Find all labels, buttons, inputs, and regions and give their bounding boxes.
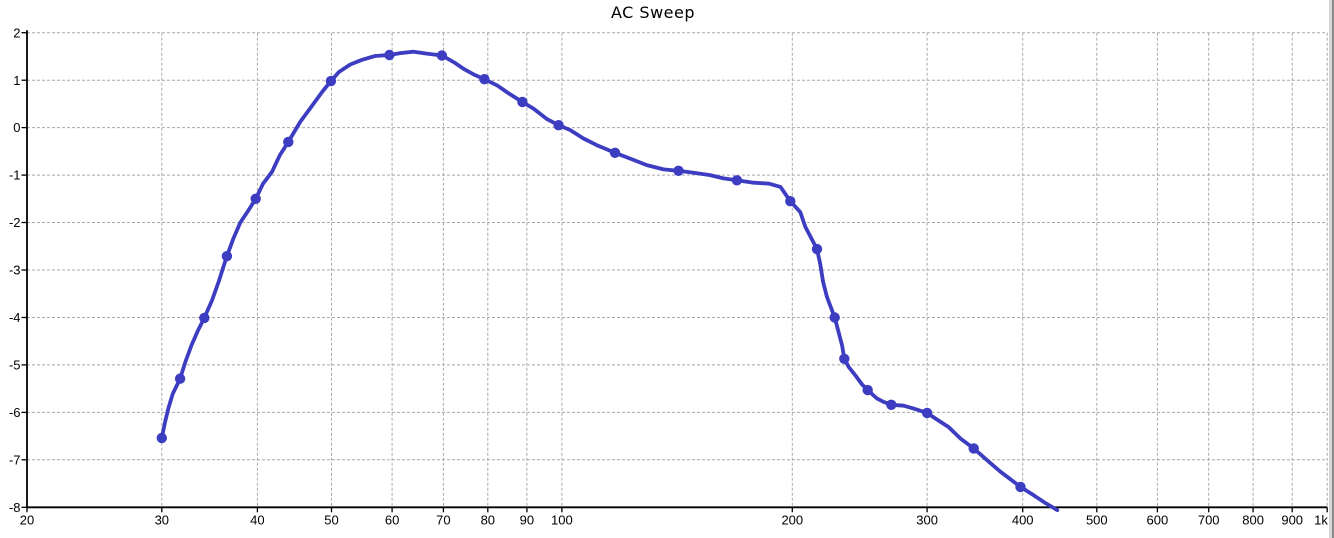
data-point-marker bbox=[731, 175, 743, 186]
x-tick-label: 60 bbox=[385, 512, 399, 527]
y-tick-label: -7 bbox=[9, 452, 21, 467]
data-point-marker bbox=[921, 407, 933, 419]
data-point-marker bbox=[156, 432, 167, 444]
window-right-border bbox=[1329, 0, 1334, 538]
y-tick-label: -8 bbox=[9, 500, 21, 515]
y-tick-label: 0 bbox=[13, 120, 20, 135]
data-point-marker bbox=[886, 399, 897, 410]
x-tick-label: 40 bbox=[250, 512, 264, 527]
x-tick-label: 600 bbox=[1147, 512, 1169, 527]
data-point-marker bbox=[785, 196, 796, 207]
y-tick-label: -3 bbox=[9, 263, 21, 278]
data-point-marker bbox=[283, 136, 294, 148]
data-point-marker bbox=[479, 74, 490, 85]
x-tick-label: 700 bbox=[1198, 512, 1220, 527]
x-tick-label: 900 bbox=[1281, 512, 1303, 527]
x-tick-label: 70 bbox=[436, 512, 450, 527]
data-point-marker bbox=[199, 312, 210, 324]
series-line bbox=[159, 49, 1060, 512]
x-tick-label: 100 bbox=[551, 512, 573, 527]
x-tick-label: 1k bbox=[1314, 512, 1328, 527]
y-tick-label: -4 bbox=[9, 310, 21, 325]
y-tick-label: 2 bbox=[13, 25, 20, 40]
data-point-marker bbox=[609, 147, 621, 158]
data-point-marker bbox=[250, 193, 261, 204]
x-tick-label: 500 bbox=[1086, 512, 1108, 527]
data-point-marker bbox=[384, 49, 395, 61]
data-point-marker bbox=[436, 50, 448, 61]
chart-title: AC Sweep bbox=[610, 3, 696, 22]
x-tick-label: 90 bbox=[520, 512, 534, 527]
y-tick-label: -6 bbox=[9, 405, 21, 420]
data-point-marker bbox=[1015, 481, 1026, 493]
data-point-marker bbox=[221, 251, 233, 262]
x-tick-label: 400 bbox=[1012, 512, 1034, 527]
data-point-marker bbox=[325, 75, 337, 87]
y-tick-label: -2 bbox=[9, 215, 21, 230]
x-tick-label: 300 bbox=[916, 512, 938, 527]
data-point-marker bbox=[968, 443, 979, 454]
data-point-marker bbox=[174, 373, 186, 384]
y-tick-label: -5 bbox=[9, 357, 21, 372]
x-tick-label: 80 bbox=[481, 512, 495, 527]
y-tick-label: 1 bbox=[13, 73, 20, 88]
x-tick-label: 50 bbox=[324, 512, 338, 527]
y-tick-label: -1 bbox=[9, 168, 21, 183]
x-tick-label: 200 bbox=[781, 512, 803, 527]
data-point-marker bbox=[839, 353, 850, 364]
x-tick-label: 20 bbox=[20, 512, 34, 527]
data-point-marker bbox=[517, 96, 528, 108]
x-tick-label: 800 bbox=[1242, 512, 1264, 527]
data-point-marker bbox=[673, 165, 684, 176]
data-point-marker bbox=[862, 384, 873, 396]
data-point-marker bbox=[553, 120, 564, 131]
data-point-marker bbox=[829, 312, 840, 323]
x-tick-label: 30 bbox=[155, 512, 169, 527]
data-point-marker bbox=[811, 243, 823, 255]
